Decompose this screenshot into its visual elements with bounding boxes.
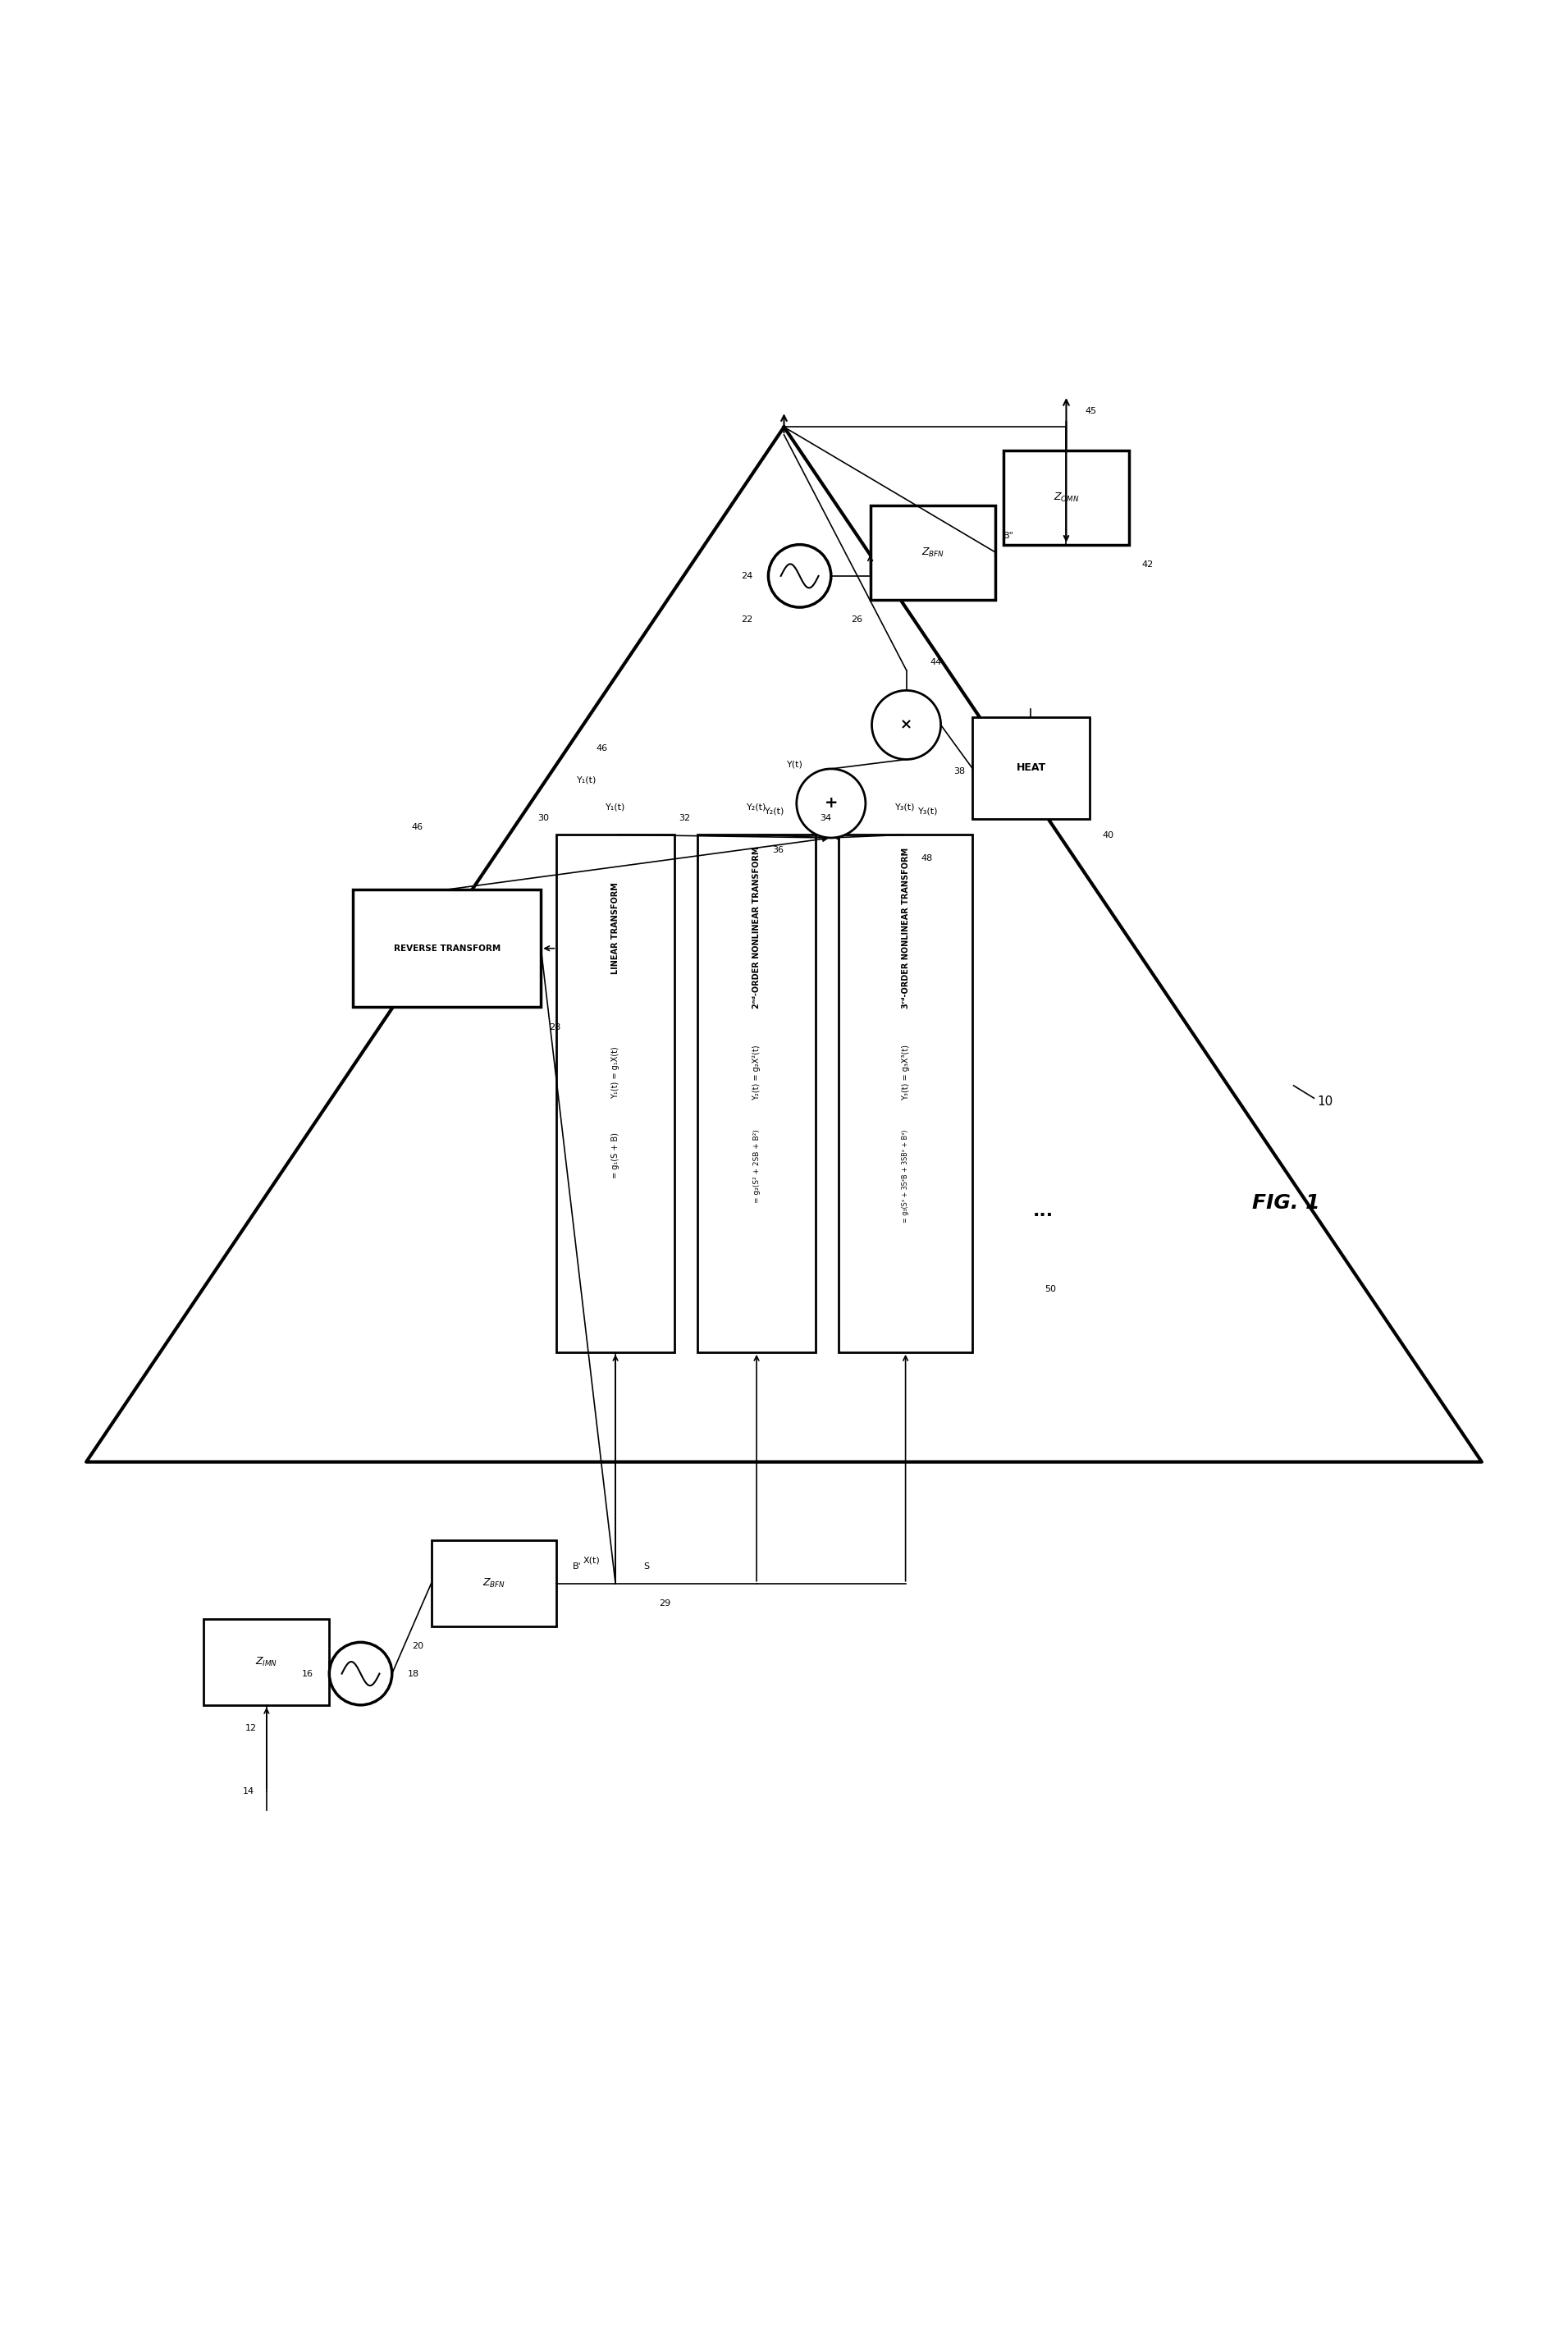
Circle shape — [329, 1641, 392, 1704]
Text: Y₂(t) = g₂X²(t): Y₂(t) = g₂X²(t) — [753, 1045, 760, 1101]
Text: 12: 12 — [245, 1723, 257, 1732]
Text: 40: 40 — [1102, 831, 1113, 840]
Text: = g₃(S³ + 3S²B + 3SB² + B³): = g₃(S³ + 3S²B + 3SB² + B³) — [902, 1129, 909, 1222]
Text: $Z_{IMN}$: $Z_{IMN}$ — [256, 1655, 278, 1669]
Text: 30: 30 — [538, 815, 549, 822]
Circle shape — [768, 545, 831, 608]
Text: Y₁(t): Y₁(t) — [605, 803, 626, 810]
Text: 44: 44 — [930, 659, 941, 666]
Text: 46: 46 — [596, 745, 607, 752]
Text: 18: 18 — [408, 1669, 419, 1678]
Text: S: S — [643, 1562, 649, 1571]
Circle shape — [872, 691, 941, 759]
FancyBboxPatch shape — [353, 889, 541, 1008]
Text: Y₃(t) = g₃X³(t): Y₃(t) = g₃X³(t) — [902, 1045, 909, 1101]
Text: 2ⁿᵈ-ORDER NONLINEAR TRANSFORM: 2ⁿᵈ-ORDER NONLINEAR TRANSFORM — [753, 847, 760, 1008]
FancyBboxPatch shape — [839, 836, 972, 1353]
Text: 22: 22 — [742, 615, 753, 624]
Text: B": B" — [1004, 531, 1014, 540]
Text: 48: 48 — [920, 854, 933, 861]
Text: +: + — [825, 796, 837, 810]
FancyBboxPatch shape — [870, 505, 996, 601]
Text: $Z_{BFN}$: $Z_{BFN}$ — [483, 1578, 505, 1590]
Text: 34: 34 — [820, 815, 831, 822]
Text: ×: × — [900, 717, 913, 733]
Text: 46: 46 — [412, 822, 423, 831]
Text: 32: 32 — [679, 815, 690, 822]
Text: ...: ... — [1032, 1204, 1054, 1220]
Text: 14: 14 — [243, 1788, 254, 1795]
Text: FIG. 1: FIG. 1 — [1251, 1194, 1320, 1213]
Circle shape — [797, 768, 866, 838]
Text: B': B' — [572, 1562, 582, 1571]
FancyBboxPatch shape — [972, 717, 1090, 819]
Text: 3ʳᵈ-ORDER NONLINEAR TRANSFORM: 3ʳᵈ-ORDER NONLINEAR TRANSFORM — [902, 847, 909, 1008]
FancyBboxPatch shape — [557, 836, 674, 1353]
FancyBboxPatch shape — [431, 1541, 557, 1627]
Text: Y₃(t): Y₃(t) — [895, 803, 916, 810]
Text: = g₂(S² + 2SB + B²): = g₂(S² + 2SB + B²) — [753, 1129, 760, 1204]
Text: X(t): X(t) — [583, 1555, 599, 1564]
Text: 16: 16 — [303, 1669, 314, 1678]
Text: 45: 45 — [1085, 407, 1096, 414]
Text: 29: 29 — [659, 1599, 671, 1606]
Text: Y₁(t): Y₁(t) — [577, 775, 596, 785]
FancyBboxPatch shape — [698, 836, 815, 1353]
Text: Y₂(t): Y₂(t) — [746, 803, 767, 810]
FancyBboxPatch shape — [204, 1618, 329, 1704]
Text: 26: 26 — [851, 615, 862, 624]
Text: Y₃(t): Y₃(t) — [919, 808, 938, 815]
Text: 10: 10 — [1317, 1094, 1333, 1108]
Text: 24: 24 — [742, 573, 753, 580]
Text: 38: 38 — [953, 768, 964, 775]
Text: Y₁(t) = g₁X(t): Y₁(t) = g₁X(t) — [612, 1048, 619, 1099]
FancyBboxPatch shape — [1004, 452, 1129, 545]
Text: 20: 20 — [412, 1641, 423, 1651]
Text: 42: 42 — [1142, 561, 1152, 568]
Text: 50: 50 — [1044, 1285, 1057, 1294]
Text: REVERSE TRANSFORM: REVERSE TRANSFORM — [394, 945, 500, 952]
Text: $Z_{BFN}$: $Z_{BFN}$ — [922, 547, 944, 559]
Text: 28: 28 — [549, 1022, 560, 1031]
Text: Y₂(t): Y₂(t) — [764, 808, 784, 815]
Text: $Z_{OMN}$: $Z_{OMN}$ — [1054, 491, 1079, 503]
Text: 36: 36 — [773, 845, 784, 854]
Text: LINEAR TRANSFORM: LINEAR TRANSFORM — [612, 882, 619, 973]
Text: HEAT: HEAT — [1016, 764, 1046, 773]
Text: = g₁(S + B): = g₁(S + B) — [612, 1131, 619, 1178]
Text: Y(t): Y(t) — [787, 759, 803, 768]
